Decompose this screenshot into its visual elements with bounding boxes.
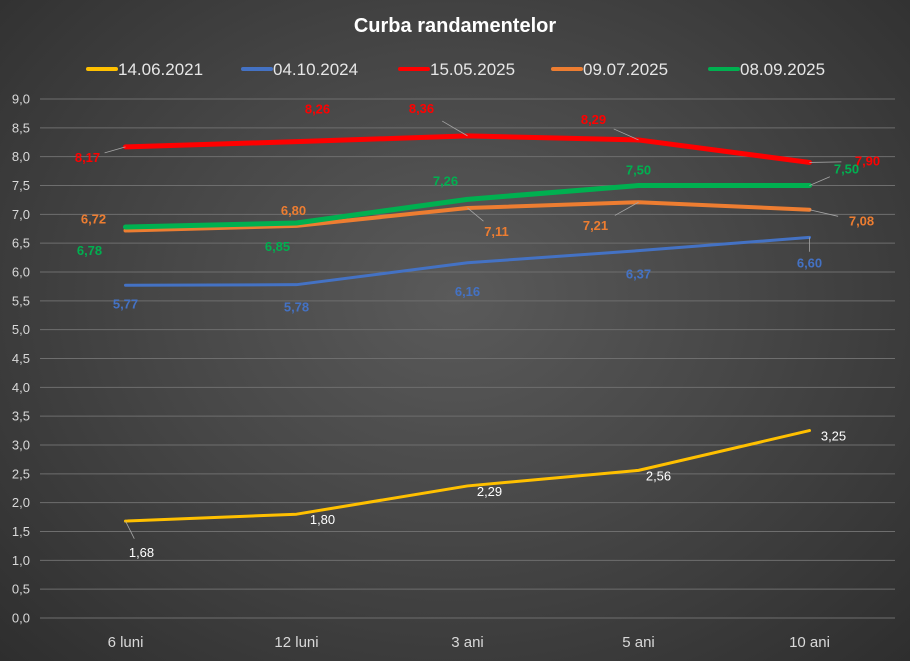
- legend-entry: 14.06.2021: [118, 60, 203, 79]
- series-line: [124, 235, 811, 287]
- data-label: 2,29: [477, 484, 502, 499]
- data-label: 8,29: [581, 112, 606, 127]
- label-leader-line: [104, 146, 126, 154]
- data-labels: 1,68 1,80 2,29 2,56 3,25 5,77 5,78 6,16 6,37 6,60…: [75, 101, 880, 560]
- y-tick-label: 1,0: [12, 553, 30, 568]
- y-tick-label: 2,0: [12, 495, 30, 510]
- y-tick-label: 9,0: [12, 92, 30, 107]
- data-label: 6,72: [81, 211, 106, 226]
- y-tick-label: 8,5: [12, 120, 30, 135]
- y-tick-label: 2,5: [12, 466, 30, 481]
- y-tick-label: 8,0: [12, 149, 30, 164]
- data-label: 8,36: [409, 101, 434, 116]
- y-tick-label: 5,0: [12, 322, 30, 337]
- series-lines: [123, 133, 812, 523]
- data-label: 7,11: [484, 224, 509, 239]
- data-label: 6,80: [281, 203, 306, 218]
- x-tick-label: 3 ani: [451, 634, 484, 651]
- y-tick-label: 6,5: [12, 236, 30, 251]
- data-label: 1,68: [129, 545, 154, 560]
- gridlines: [40, 98, 895, 619]
- data-label: 2,56: [646, 468, 671, 483]
- data-label: 7,90: [855, 153, 880, 168]
- data-label: 7,50: [834, 162, 859, 177]
- y-tick-label: 7,0: [12, 207, 30, 222]
- legend-entry: 15.05.2025: [430, 60, 515, 79]
- legend-entry: 08.09.2025: [740, 60, 825, 79]
- data-label: 7,21: [583, 218, 608, 233]
- data-label: 7,26: [433, 173, 458, 188]
- data-label: 6,85: [265, 239, 290, 254]
- data-label: 7,08: [849, 214, 874, 229]
- data-label: 5,77: [113, 296, 138, 311]
- y-tick-label: 1,5: [12, 524, 30, 539]
- y-tick-label: 3,5: [12, 409, 30, 424]
- data-label: 6,16: [455, 284, 480, 299]
- series-line: [123, 133, 812, 165]
- data-label: 6,37: [626, 267, 651, 282]
- data-label: 5,78: [284, 300, 309, 315]
- label-leader-line: [809, 209, 839, 217]
- data-label: 6,78: [77, 243, 102, 258]
- label-leader-line: [809, 176, 831, 186]
- x-tick-label: 5 ani: [622, 634, 655, 651]
- data-label: 3,25: [821, 429, 846, 444]
- label-leader-line: [467, 207, 484, 222]
- data-label: 8,17: [75, 150, 100, 165]
- data-label: 6,60: [797, 255, 822, 270]
- y-tick-label: 4,0: [12, 380, 30, 395]
- y-tick-label: 0,0: [12, 611, 30, 626]
- y-tick-label: 0,5: [12, 582, 30, 597]
- y-tick-label: 6,0: [12, 265, 30, 280]
- y-tick-label: 4,5: [12, 351, 30, 366]
- y-axis-ticks: 0,0 0,5 1,0 1,5 2,0 2,5 3,0 3,5 4,0 4,5 5,0 5,5 6,0 6…: [12, 92, 30, 626]
- legend-entry: 09.07.2025: [583, 60, 668, 79]
- x-tick-label: 6 luni: [108, 634, 144, 651]
- series-line: [123, 183, 812, 230]
- label-leader-line: [809, 161, 842, 163]
- y-tick-label: 7,5: [12, 178, 30, 193]
- series-line: [124, 429, 811, 523]
- legend-entry: 04.10.2024: [273, 60, 358, 79]
- y-tick-label: 3,0: [12, 438, 30, 453]
- label-leader-line: [614, 201, 639, 216]
- label-leader-line: [441, 120, 468, 137]
- x-axis-ticks: 6 luni 12 luni 3 ani 5 ani 10 ani: [108, 634, 830, 651]
- data-label: 1,80: [310, 512, 335, 527]
- y-tick-label: 5,5: [12, 293, 30, 308]
- x-tick-label: 12 luni: [274, 634, 318, 651]
- chart-title: Curba randamentelor: [354, 15, 556, 37]
- label-leader-line: [613, 128, 639, 141]
- label-leader-line: [125, 520, 135, 539]
- legend: 14.06.2021 04.10.2024 15.05.2025 09.07.2025…: [86, 60, 825, 79]
- x-tick-label: 10 ani: [789, 634, 830, 651]
- data-label: 7,50: [626, 163, 651, 178]
- data-label: 8,26: [305, 102, 330, 117]
